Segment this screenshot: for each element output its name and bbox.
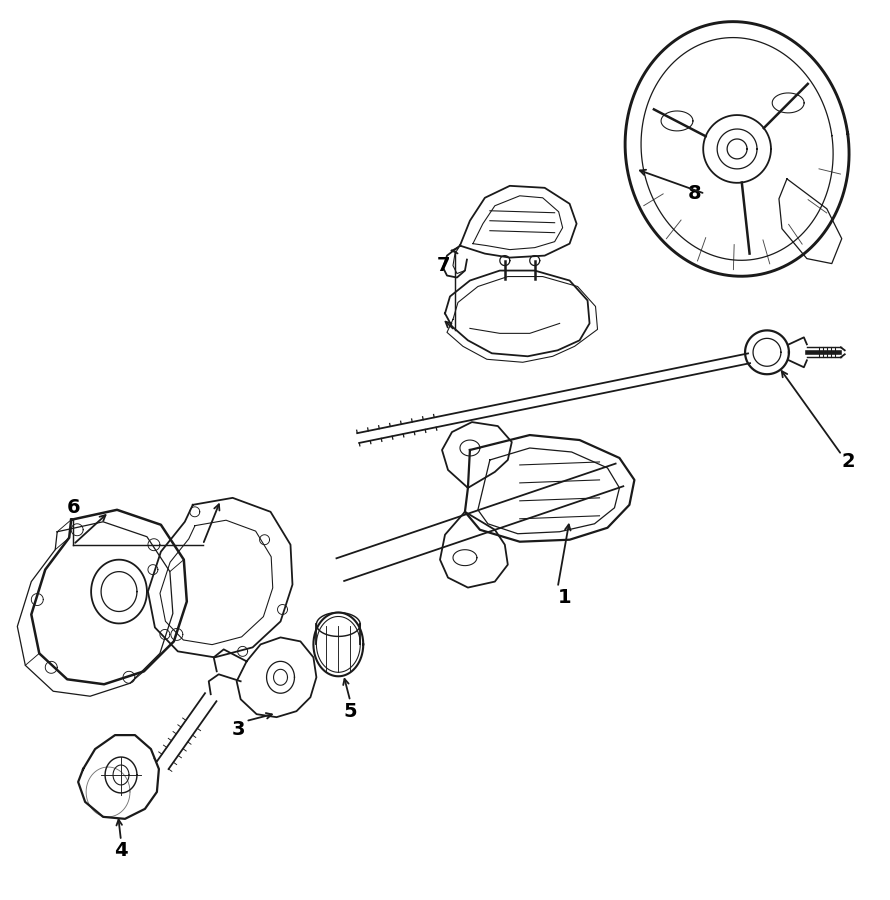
Text: 8: 8 <box>687 184 701 203</box>
Text: 6: 6 <box>67 499 80 517</box>
Text: 7: 7 <box>436 256 449 275</box>
Text: 3: 3 <box>232 720 246 739</box>
Text: 1: 1 <box>558 588 571 607</box>
Text: 4: 4 <box>114 842 128 860</box>
Text: 5: 5 <box>344 702 357 721</box>
Text: 2: 2 <box>842 453 855 472</box>
